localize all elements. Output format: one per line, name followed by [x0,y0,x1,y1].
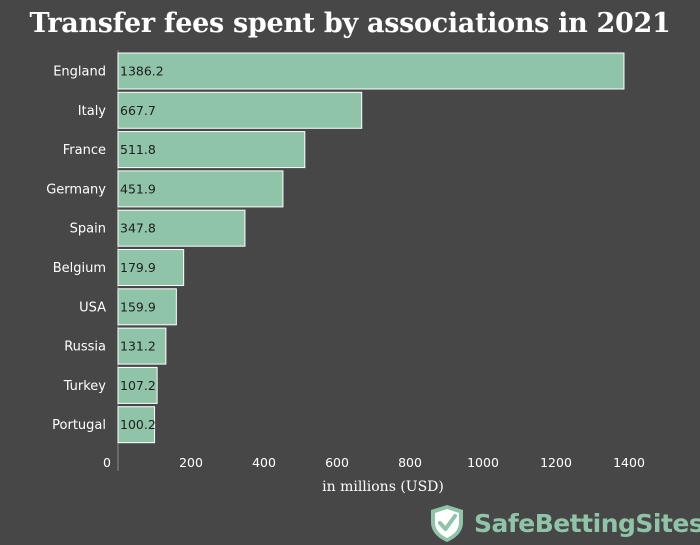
x-tick-label: 1000 [467,455,499,470]
chart-title: Transfer fees spent by associations in 2… [29,8,671,39]
bar [117,288,177,326]
x-tick-label: 800 [398,455,422,470]
bar [117,91,363,129]
bar [117,170,284,208]
bar [117,327,167,365]
x-tick-label: 200 [179,455,203,470]
data-label: 511.8 [120,142,156,157]
category-label: Italy [78,104,107,119]
data-label: 1386.2 [120,64,164,79]
shield-check-icon [431,505,463,542]
x-axis-title: in millions (USD) [322,479,444,495]
data-label: 100.2 [120,417,156,432]
x-tick-label: 1200 [540,455,572,470]
bar [117,52,625,90]
brand-logo-text: SafeBettingSites [474,508,700,538]
data-label: 159.9 [120,299,156,314]
data-label: 451.9 [120,181,156,196]
bar [117,249,185,286]
category-label: Germany [46,182,106,197]
x-tick-label: 600 [325,455,349,470]
bar [117,406,156,444]
category-label: Portugal [52,418,106,433]
category-label: Turkey [63,379,107,394]
data-label: 107.2 [120,378,156,393]
category-label: France [63,143,106,158]
bar [117,209,246,247]
bar-chart: England 1386.2 Italy 667.7 France 511.8 German… [46,50,645,471]
category-label: England [53,65,106,80]
data-label: 667.7 [120,103,156,118]
category-label: Russia [64,340,106,355]
category-label: USA [79,300,106,315]
category-label: Spain [70,222,106,237]
x-tick-label: 0 [103,455,111,470]
data-label: 347.8 [120,221,156,236]
data-label: 179.9 [120,260,156,275]
bar [117,366,158,404]
data-label: 131.2 [120,339,156,354]
category-label: Belgium [53,261,106,276]
x-tick-label: 400 [252,455,276,470]
bar [117,131,306,169]
brand-logo: SafeBettingSites [428,503,700,543]
x-tick-label: 1400 [613,455,645,470]
